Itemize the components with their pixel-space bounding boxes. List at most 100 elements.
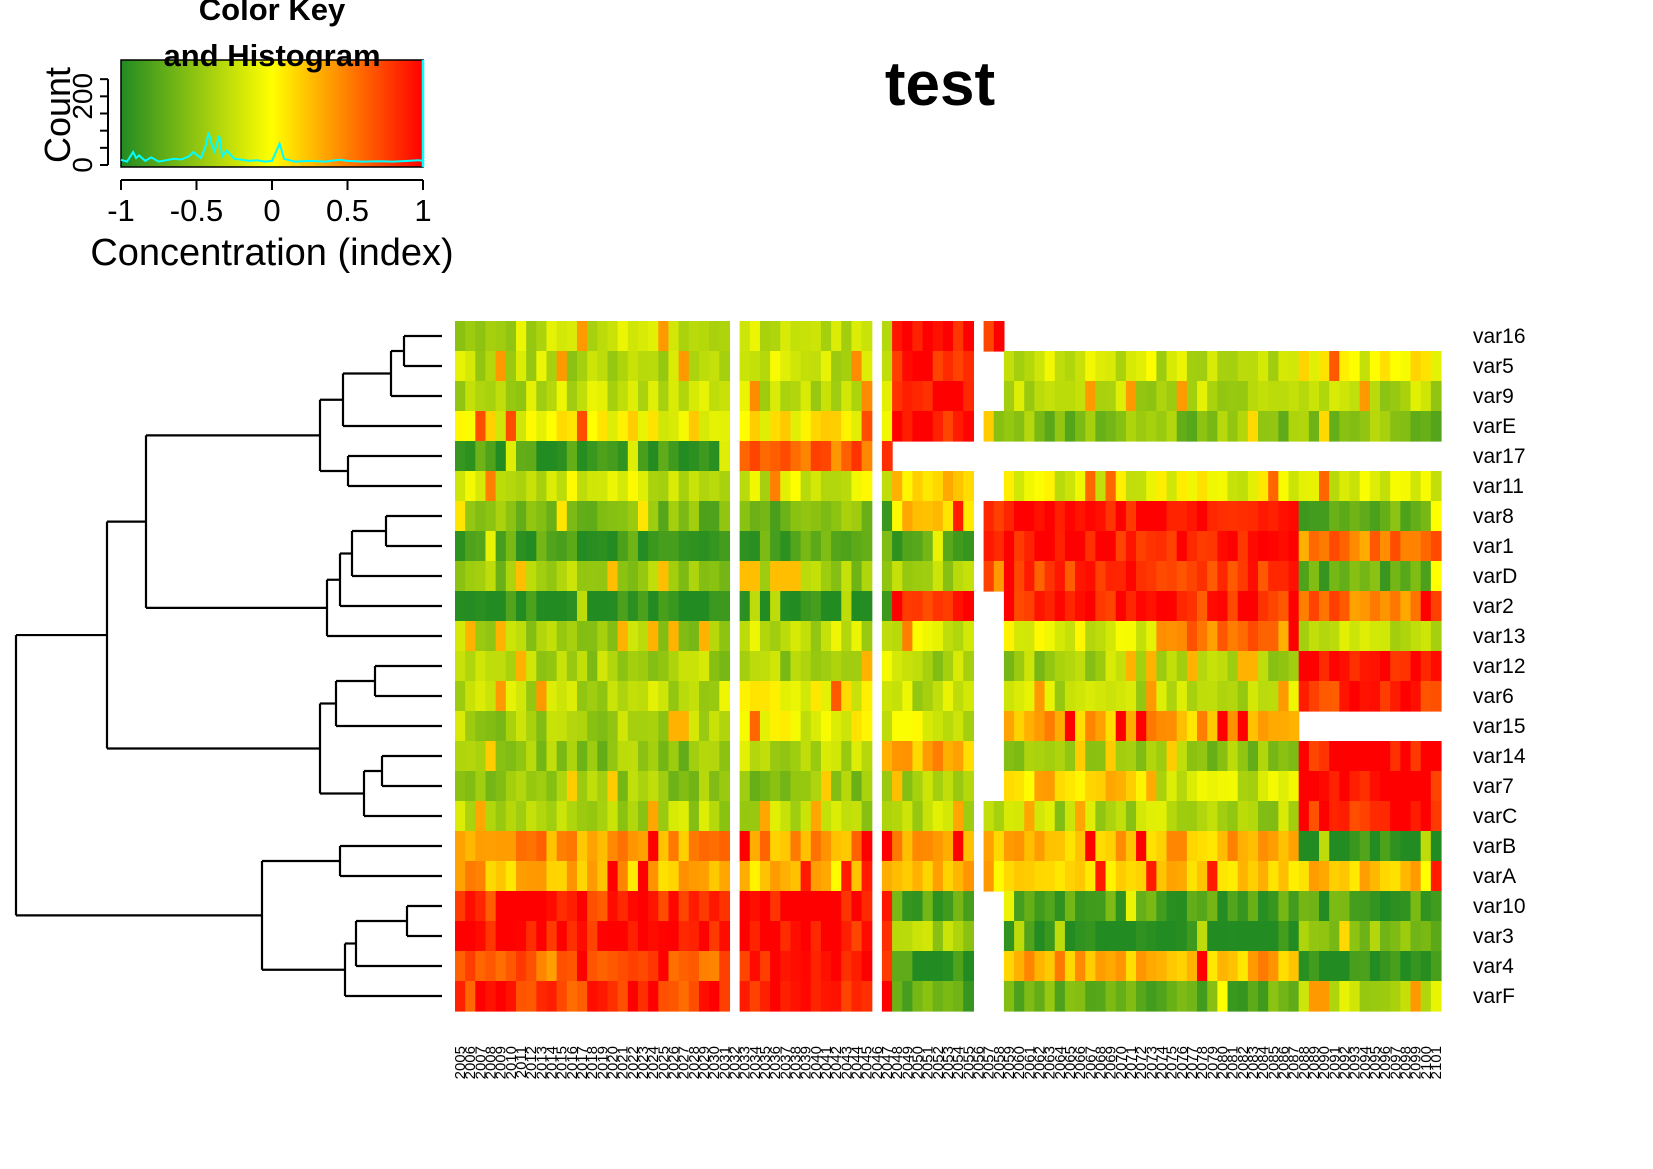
heatmap-cell — [1095, 741, 1107, 772]
heatmap-cell — [1278, 891, 1290, 922]
color-key-title-line1: Color Key — [199, 0, 346, 27]
row-label: var4 — [1473, 955, 1514, 978]
heatmap-cell — [953, 621, 964, 652]
heatmap-cell — [1003, 801, 1015, 832]
heatmap-cell — [810, 831, 822, 862]
heatmap-cell — [851, 501, 863, 532]
heatmap-cell — [1308, 651, 1320, 682]
heatmap-cell — [1268, 531, 1279, 562]
heatmap-cell — [861, 681, 873, 712]
heatmap-cell — [963, 411, 975, 442]
heatmap-cell — [1024, 381, 1035, 412]
heatmap-cell — [1268, 771, 1279, 802]
heatmap-cell — [1075, 531, 1086, 562]
heatmap-cell — [1380, 861, 1391, 892]
heatmap-cell — [953, 471, 964, 502]
heatmap-cell — [1095, 651, 1107, 682]
heatmap-cell — [607, 861, 619, 892]
heatmap-cell — [1166, 471, 1178, 502]
column-label: 2053 — [940, 1046, 957, 1079]
heatmap-cell — [597, 921, 609, 952]
heatmap-cell — [1186, 591, 1198, 622]
heatmap-cell — [566, 321, 578, 352]
heatmap-cell — [1268, 621, 1279, 652]
column-label: 2099 — [1408, 1046, 1425, 1079]
heatmap-cell — [576, 501, 588, 532]
heatmap-cell — [1359, 591, 1371, 622]
heatmap-cell — [617, 741, 629, 772]
heatmap-cell — [800, 591, 812, 622]
heatmap-cell — [1125, 411, 1137, 442]
heatmap-cell — [1288, 351, 1300, 382]
heatmap-cell — [983, 501, 995, 532]
heatmap-cell — [546, 411, 558, 442]
heatmap-cell — [1258, 861, 1269, 892]
heatmap-cell — [993, 501, 1005, 532]
heatmap-cell — [515, 591, 527, 622]
heatmap-cell — [455, 441, 466, 472]
heatmap-cell — [1227, 501, 1239, 532]
heatmap-cell — [759, 741, 771, 772]
heatmap-cell — [759, 681, 771, 712]
heatmap-cell — [1105, 411, 1117, 442]
column-label: 2033 — [737, 1046, 754, 1079]
heatmap-cell — [1308, 561, 1320, 592]
heatmap-cell — [1095, 711, 1107, 742]
heatmap-cell — [1136, 411, 1147, 442]
heatmap-cell — [942, 711, 954, 742]
heatmap-cell — [780, 471, 792, 502]
heatmap-cell — [637, 351, 649, 382]
heatmap-cell — [1166, 831, 1178, 862]
heatmap-cell — [1054, 951, 1066, 982]
heatmap-cell — [1390, 411, 1401, 442]
heatmap-cell — [1115, 651, 1127, 682]
heatmap-cell — [1003, 351, 1015, 382]
heatmap-cell — [1380, 741, 1391, 772]
heatmap-cell — [617, 591, 629, 622]
heatmap-cell — [1146, 981, 1157, 1012]
heatmap-cell — [861, 381, 873, 412]
heatmap-cell — [597, 411, 609, 442]
heatmap-cell — [627, 501, 639, 532]
column-label: 2049 — [899, 1046, 916, 1079]
heatmap-cell — [637, 411, 649, 442]
heatmap-cell — [1105, 381, 1117, 412]
heatmap-cell — [668, 891, 680, 922]
heatmap-cell — [1125, 981, 1137, 1012]
heatmap-cell — [709, 411, 720, 442]
heatmap-cell — [922, 321, 934, 352]
heatmap-cell — [1268, 711, 1279, 742]
heatmap-cell — [1197, 411, 1208, 442]
column-label: 2096 — [1377, 1046, 1394, 1079]
heatmap-cell — [942, 621, 954, 652]
heatmap-cell — [526, 951, 537, 982]
heatmap-cell — [759, 471, 771, 502]
heatmap-cell — [1420, 861, 1432, 892]
heatmap-cell — [932, 921, 944, 952]
heatmap-cell — [922, 741, 934, 772]
heatmap-cell — [1075, 891, 1086, 922]
heatmap-cell — [546, 861, 558, 892]
heatmap-cell — [698, 801, 710, 832]
heatmap-cell — [465, 471, 476, 502]
heatmap-cell — [861, 831, 873, 862]
color-key-x-axis: -1 -0.5 0 0.5 1 — [107, 179, 432, 228]
heatmap-cell — [1349, 591, 1361, 622]
heatmap-cell — [688, 561, 700, 592]
heatmap-cell — [607, 651, 619, 682]
heatmap-cell — [1014, 651, 1025, 682]
heatmap-cell — [455, 981, 466, 1012]
heatmap-cell — [465, 651, 476, 682]
heatmap-cell — [658, 771, 670, 802]
heatmap-cell — [1217, 381, 1229, 412]
heatmap-cell — [831, 561, 842, 592]
heatmap-cell — [1125, 471, 1137, 502]
heatmap-cell — [1075, 831, 1086, 862]
heatmap-cell — [1288, 951, 1300, 982]
heatmap-cell — [1054, 801, 1066, 832]
heatmap-cell — [607, 501, 619, 532]
heatmap-cell — [698, 981, 710, 1012]
heatmap-cell — [1186, 621, 1198, 652]
heatmap-cell — [932, 741, 944, 772]
heatmap-cell — [566, 831, 578, 862]
